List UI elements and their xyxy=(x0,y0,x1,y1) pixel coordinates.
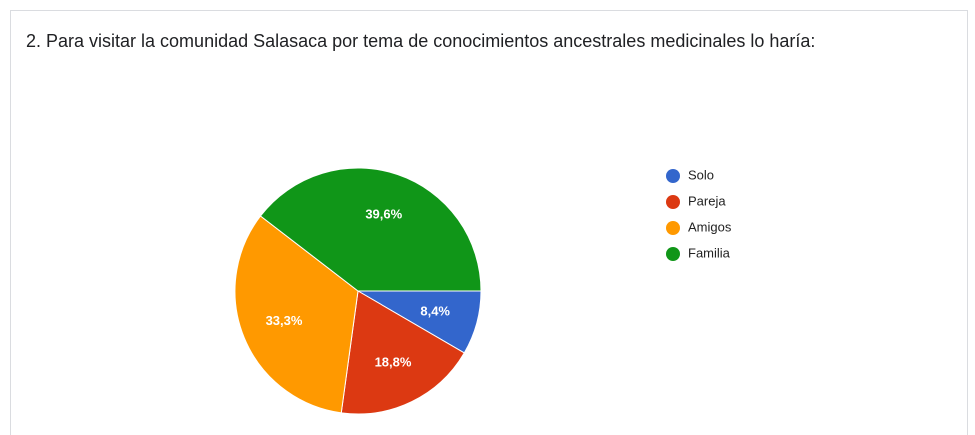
slice-label: 33,3% xyxy=(266,313,303,328)
legend-label: Solo xyxy=(688,167,714,182)
pie-slice xyxy=(340,290,465,415)
slice-label: 18,8% xyxy=(375,354,412,369)
question-title: 2. Para visitar la comunidad Salasaca po… xyxy=(26,31,816,51)
legend-swatch xyxy=(666,195,680,209)
slice-label: 8,4% xyxy=(420,303,450,318)
pie-slice xyxy=(259,167,482,292)
legend-swatch xyxy=(666,169,680,183)
pie-slice xyxy=(234,215,359,414)
legend-swatch xyxy=(666,247,680,261)
legend-label: Familia xyxy=(688,245,731,260)
slice-label: 39,6% xyxy=(365,207,402,222)
legend-swatch xyxy=(666,221,680,235)
legend-label: Amigos xyxy=(688,219,732,234)
legend-label: Pareja xyxy=(688,193,726,208)
card-border xyxy=(10,10,968,435)
